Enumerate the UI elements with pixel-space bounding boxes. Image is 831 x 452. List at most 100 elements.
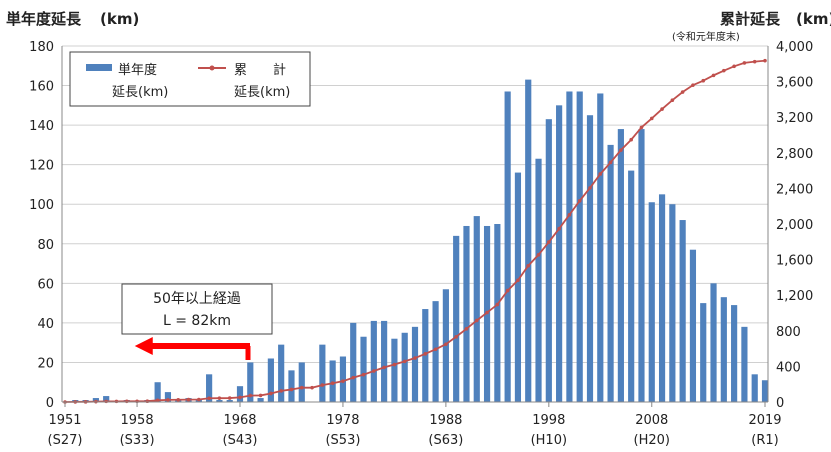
bar-series: [72, 79, 769, 403]
x-tick-era-label: (S53): [325, 433, 360, 448]
bar: [154, 382, 161, 402]
bar: [720, 297, 727, 402]
bar: [607, 144, 614, 402]
line-point: [402, 359, 407, 364]
x-tick-era-label: (S27): [48, 433, 83, 448]
line-point: [670, 98, 675, 103]
line-point: [680, 90, 685, 94]
bar: [226, 400, 233, 402]
line-point: [567, 212, 572, 217]
line-point: [464, 327, 469, 331]
line-point: [516, 278, 520, 283]
line-point: [557, 226, 561, 231]
y-left-title: 単年度延長: [6, 10, 82, 28]
y-right-unit: (km): [796, 10, 831, 28]
line-point: [392, 362, 397, 367]
bar: [278, 344, 285, 402]
y-left-tick-label: 180: [29, 40, 54, 55]
line-point: [289, 387, 294, 392]
line-point: [711, 73, 716, 78]
line-point: [124, 399, 129, 404]
line-point: [732, 64, 736, 69]
legend-bar-label-2: 延長(km): [112, 85, 168, 100]
y-right-tick-label: 3,200: [776, 111, 813, 126]
line-point: [526, 263, 531, 268]
y-right-subtitle: (令和元年度末): [672, 30, 740, 43]
bar: [370, 320, 377, 402]
bar: [432, 301, 439, 402]
x-tick-label: 1958: [121, 413, 154, 428]
bar: [731, 305, 738, 402]
bar: [556, 105, 563, 402]
bar: [288, 370, 295, 402]
x-tick-era-label: (H20): [634, 433, 670, 448]
y-left-tick-label: 80: [37, 238, 54, 253]
legend-bar-label-1: 単年度: [118, 62, 157, 78]
bar: [761, 380, 769, 402]
line-point: [536, 252, 541, 257]
line-point: [505, 288, 510, 293]
x-tick-label: 2008: [635, 413, 668, 428]
legend-box: [69, 51, 311, 107]
legend-line-label-2: 延長(km): [234, 85, 290, 100]
bar: [566, 91, 573, 402]
bar: [710, 283, 717, 402]
bar: [257, 398, 264, 402]
bar: [473, 216, 480, 402]
line-point: [330, 381, 335, 386]
y-left-tick-label: 160: [29, 80, 54, 95]
bar: [164, 392, 172, 402]
bar: [638, 129, 645, 403]
y-right-tick-label: 2,000: [776, 218, 813, 233]
bar: [298, 362, 305, 402]
annotation: 50年以上経過 L = 82km: [121, 283, 273, 335]
line-point: [227, 396, 232, 400]
annotation-arrow: [134, 337, 251, 360]
bar: [545, 119, 552, 402]
bar: [267, 358, 274, 402]
line-point: [155, 398, 160, 403]
line-point: [423, 352, 428, 356]
line-point: [598, 172, 603, 176]
bar: [216, 400, 223, 402]
y-left-tick-label: 120: [29, 159, 54, 174]
y-right-tick-label: 1,600: [776, 254, 813, 269]
axes: 0 20 40 60 80 100 120 140 160 180 0 400 800 1,200 1,60…: [29, 40, 813, 448]
bar: [741, 326, 748, 402]
bar: [319, 344, 326, 402]
line-point: [485, 310, 489, 315]
line-point: [176, 397, 181, 402]
y-right-tick-label: 2,800: [776, 147, 813, 162]
line-point: [474, 318, 479, 323]
line-point: [361, 372, 366, 377]
y-left-tick-label: 0: [46, 396, 54, 411]
x-tick-era-label: (S63): [428, 433, 463, 448]
bar: [494, 224, 501, 402]
legend-bar-swatch: [86, 64, 112, 71]
line-point: [413, 356, 417, 360]
x-tick-era-label: (S33): [120, 433, 155, 448]
bar: [401, 332, 408, 402]
line-point: [114, 399, 119, 404]
bar: [514, 172, 522, 402]
y-left-tick-label: 40: [37, 317, 54, 332]
bar: [669, 204, 676, 402]
line-point: [104, 399, 108, 404]
line-point: [639, 125, 644, 130]
line-point: [444, 342, 448, 347]
bar: [453, 235, 460, 402]
bar: [617, 129, 624, 403]
y-right-tick-label: 3,600: [776, 76, 813, 91]
bar: [247, 362, 254, 402]
line-point: [372, 369, 376, 373]
x-tick-era-label: (R1): [751, 433, 778, 448]
x-tick-label: 1951: [48, 413, 81, 428]
line-point: [207, 396, 211, 401]
line-point: [619, 148, 623, 152]
line-point: [269, 391, 273, 396]
line-point: [742, 61, 747, 65]
y-right-title: 累計延長: [720, 10, 781, 28]
x-tick-label: 1968: [223, 413, 256, 428]
y-left-unit: (km): [100, 10, 139, 28]
bar: [576, 91, 583, 402]
